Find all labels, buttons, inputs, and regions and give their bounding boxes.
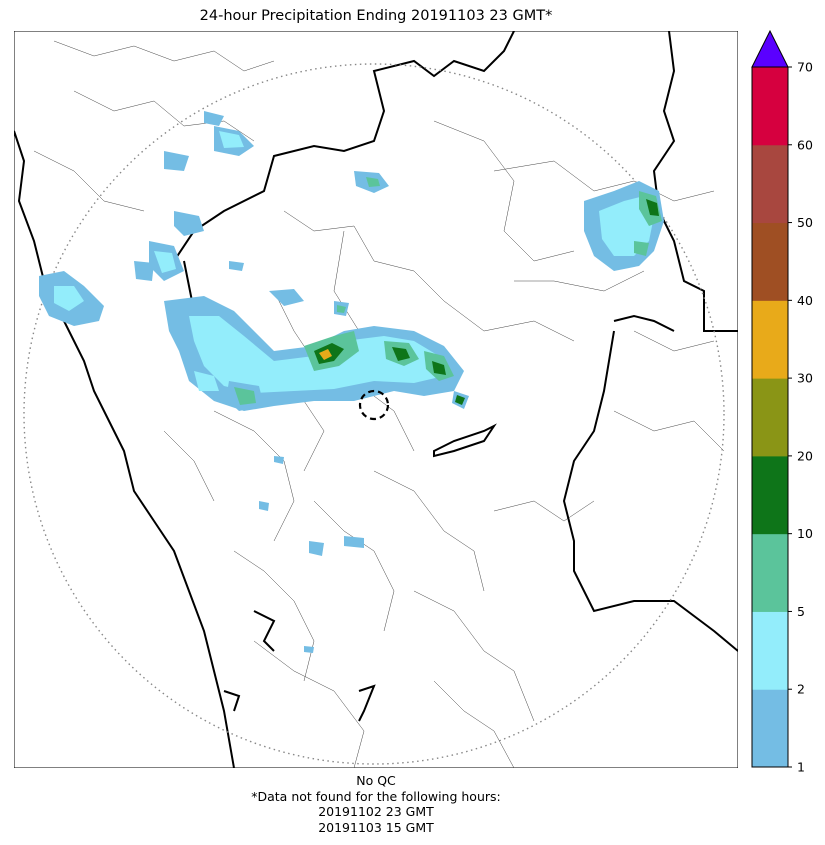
qc-note: No QC — [356, 773, 396, 788]
colorbar-tick-label: 20 — [797, 448, 813, 463]
map-panel — [14, 31, 738, 768]
colorbar-segment — [752, 67, 788, 146]
colorbar-segment — [752, 222, 788, 301]
map-footer: No QC *Data not found for the following … — [14, 773, 738, 835]
missing-hour-1: 20191102 23 GMT — [318, 804, 434, 819]
colorbar-tick-label: 50 — [797, 215, 813, 230]
colorbar-tick-label: 70 — [797, 60, 813, 75]
map-title: 24-hour Precipitation Ending 20191103 23… — [199, 8, 553, 24]
colorbar: 1 2 5 10 20 30 40 50 60 70 — [748, 28, 825, 778]
colorbar-segment — [752, 455, 788, 535]
colorbar-segment — [752, 611, 788, 690]
colorbar-segment — [752, 378, 788, 457]
colorbar-frame — [751, 66, 789, 768]
colorbar-segment — [752, 533, 788, 612]
colorbar-tick-label: 1 — [797, 760, 805, 775]
radar-location-marker — [358, 389, 390, 421]
precipitation-field — [39, 111, 664, 653]
missing-data-note: *Data not found for the following hours: — [251, 788, 501, 804]
colorbar-segment — [752, 689, 788, 768]
colorbar-tick-label: 30 — [797, 371, 813, 386]
colorbar-tick-label: 60 — [797, 137, 813, 152]
colorbar-extend-arrow — [751, 29, 789, 68]
colorbar-tick-label: 5 — [797, 604, 805, 619]
colorbar-tick-label: 10 — [797, 526, 813, 541]
colorbar-segment — [752, 144, 788, 224]
colorbar-tick-label: 40 — [797, 293, 813, 308]
missing-hour-2: 20191103 15 GMT — [318, 819, 434, 835]
colorbar-tick-label: 2 — [797, 682, 805, 697]
radar-range-ring — [23, 63, 725, 765]
colorbar-segment — [752, 300, 788, 379]
